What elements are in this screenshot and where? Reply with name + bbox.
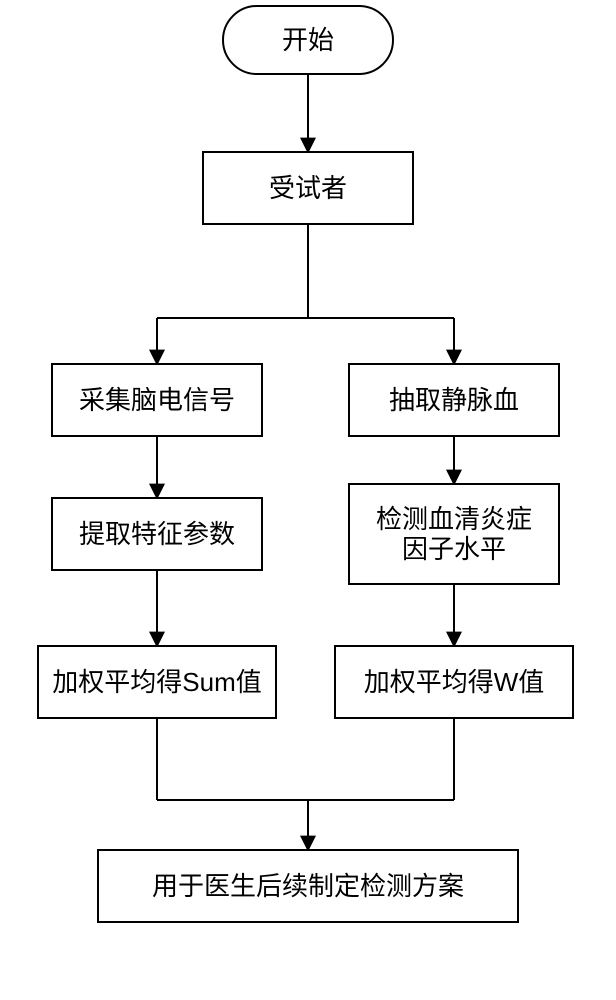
svg-text:抽取静脉血: 抽取静脉血 [389, 385, 519, 415]
node-subject: 受试者 [203, 152, 413, 224]
svg-text:加权平均得Sum值: 加权平均得Sum值 [52, 667, 261, 697]
node-wval: 加权平均得W值 [335, 646, 573, 718]
node-start: 开始 [223, 6, 393, 74]
svg-text:用于医生后续制定检测方案: 用于医生后续制定检测方案 [152, 871, 464, 901]
node-eeg: 采集脑电信号 [52, 364, 262, 436]
svg-text:检测血清炎症: 检测血清炎症 [376, 504, 532, 534]
svg-text:提取特征参数: 提取特征参数 [79, 519, 235, 549]
svg-text:加权平均得W值: 加权平均得W值 [364, 667, 545, 697]
svg-text:采集脑电信号: 采集脑电信号 [79, 385, 235, 415]
node-sum: 加权平均得Sum值 [38, 646, 276, 718]
svg-text:因子水平: 因子水平 [402, 534, 506, 564]
svg-text:受试者: 受试者 [269, 173, 347, 203]
flowchart: 开始受试者采集脑电信号 抽取静脉血提取特征参数 检测血清炎症因子水平加权平均得Sum… [0, 0, 616, 1000]
node-feat: 提取特征参数 [52, 498, 262, 570]
node-final: 用于医生后续制定检测方案 [98, 850, 518, 922]
node-blood: 抽取静脉血 [349, 364, 559, 436]
node-cyto: 检测血清炎症因子水平 [349, 484, 559, 584]
svg-text:开始: 开始 [282, 25, 334, 55]
